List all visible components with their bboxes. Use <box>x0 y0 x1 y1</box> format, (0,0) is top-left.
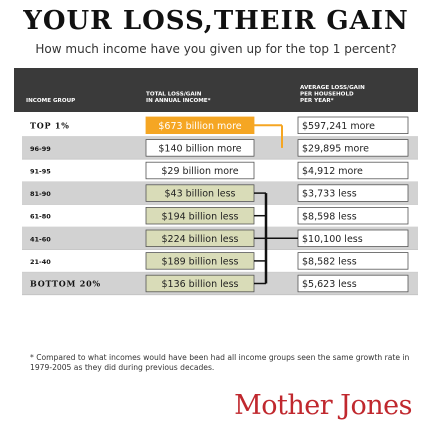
per-household-box <box>297 161 409 180</box>
per-household-label: $8,598 less <box>302 211 357 222</box>
column-header-per-household: AVERAGE LOSS/GAIN PER HOUSEHOLD PER YEAR* <box>300 85 365 104</box>
per-household-label: $4,912 more <box>302 166 363 177</box>
per-household-label: $8,582 less <box>302 257 357 268</box>
per-household-box <box>297 139 409 157</box>
per-household-label: $5,623 less <box>302 279 357 290</box>
total-value-box <box>145 139 255 157</box>
per-household-box <box>297 116 409 135</box>
income-table-chart: INCOME GROUP TOTAL LOSS/GAIN IN ANNUAL INC… <box>14 68 418 296</box>
footnote: * Compared to what incomes would have be… <box>30 353 410 372</box>
total-value-label: $673 billion more <box>158 121 241 132</box>
chart-title: YOUR LOSS,THEIR GAIN <box>23 6 409 36</box>
table-header-band <box>14 68 418 112</box>
per-household-label: $3,733 less <box>302 189 357 200</box>
per-household-label: $597,241 more <box>302 121 375 132</box>
per-household-box <box>297 206 409 225</box>
per-household-label: $29,895 more <box>302 144 369 155</box>
total-value-label: $224 billion less <box>161 234 238 245</box>
total-value-label: $29 billion more <box>161 166 238 177</box>
total-value-label: $194 billion less <box>161 211 238 222</box>
income-group-label: 41-60 <box>30 235 51 243</box>
column-header-income-group: INCOME GROUP <box>26 98 75 104</box>
income-group-label: 61-80 <box>30 213 51 221</box>
total-value-label: $189 billion less <box>161 257 238 268</box>
income-group-label: BOTTOM 20% <box>30 279 101 289</box>
per-household-box <box>297 184 409 202</box>
income-group-label: TOP 1% <box>30 120 70 130</box>
per-household-label: $10,100 less <box>302 234 363 245</box>
column-header-total: TOTAL LOSS/GAIN IN ANNUAL INCOME* <box>146 92 211 104</box>
income-group-label: 81-90 <box>30 190 51 198</box>
per-household-box <box>297 252 409 270</box>
income-group-label: 96-99 <box>30 145 51 153</box>
income-group-label: 21-40 <box>30 258 51 266</box>
total-value-label: $140 billion more <box>158 144 241 155</box>
mother-jones-logo: Mother Jones <box>234 390 412 421</box>
total-value-box <box>145 161 255 180</box>
total-value-label: $43 billion less <box>165 189 236 200</box>
total-value-label: $136 billion less <box>161 279 238 290</box>
chart-subtitle: How much income have you given up for th… <box>35 42 397 56</box>
income-group-label: 91-95 <box>30 168 51 176</box>
per-household-box <box>297 274 409 293</box>
